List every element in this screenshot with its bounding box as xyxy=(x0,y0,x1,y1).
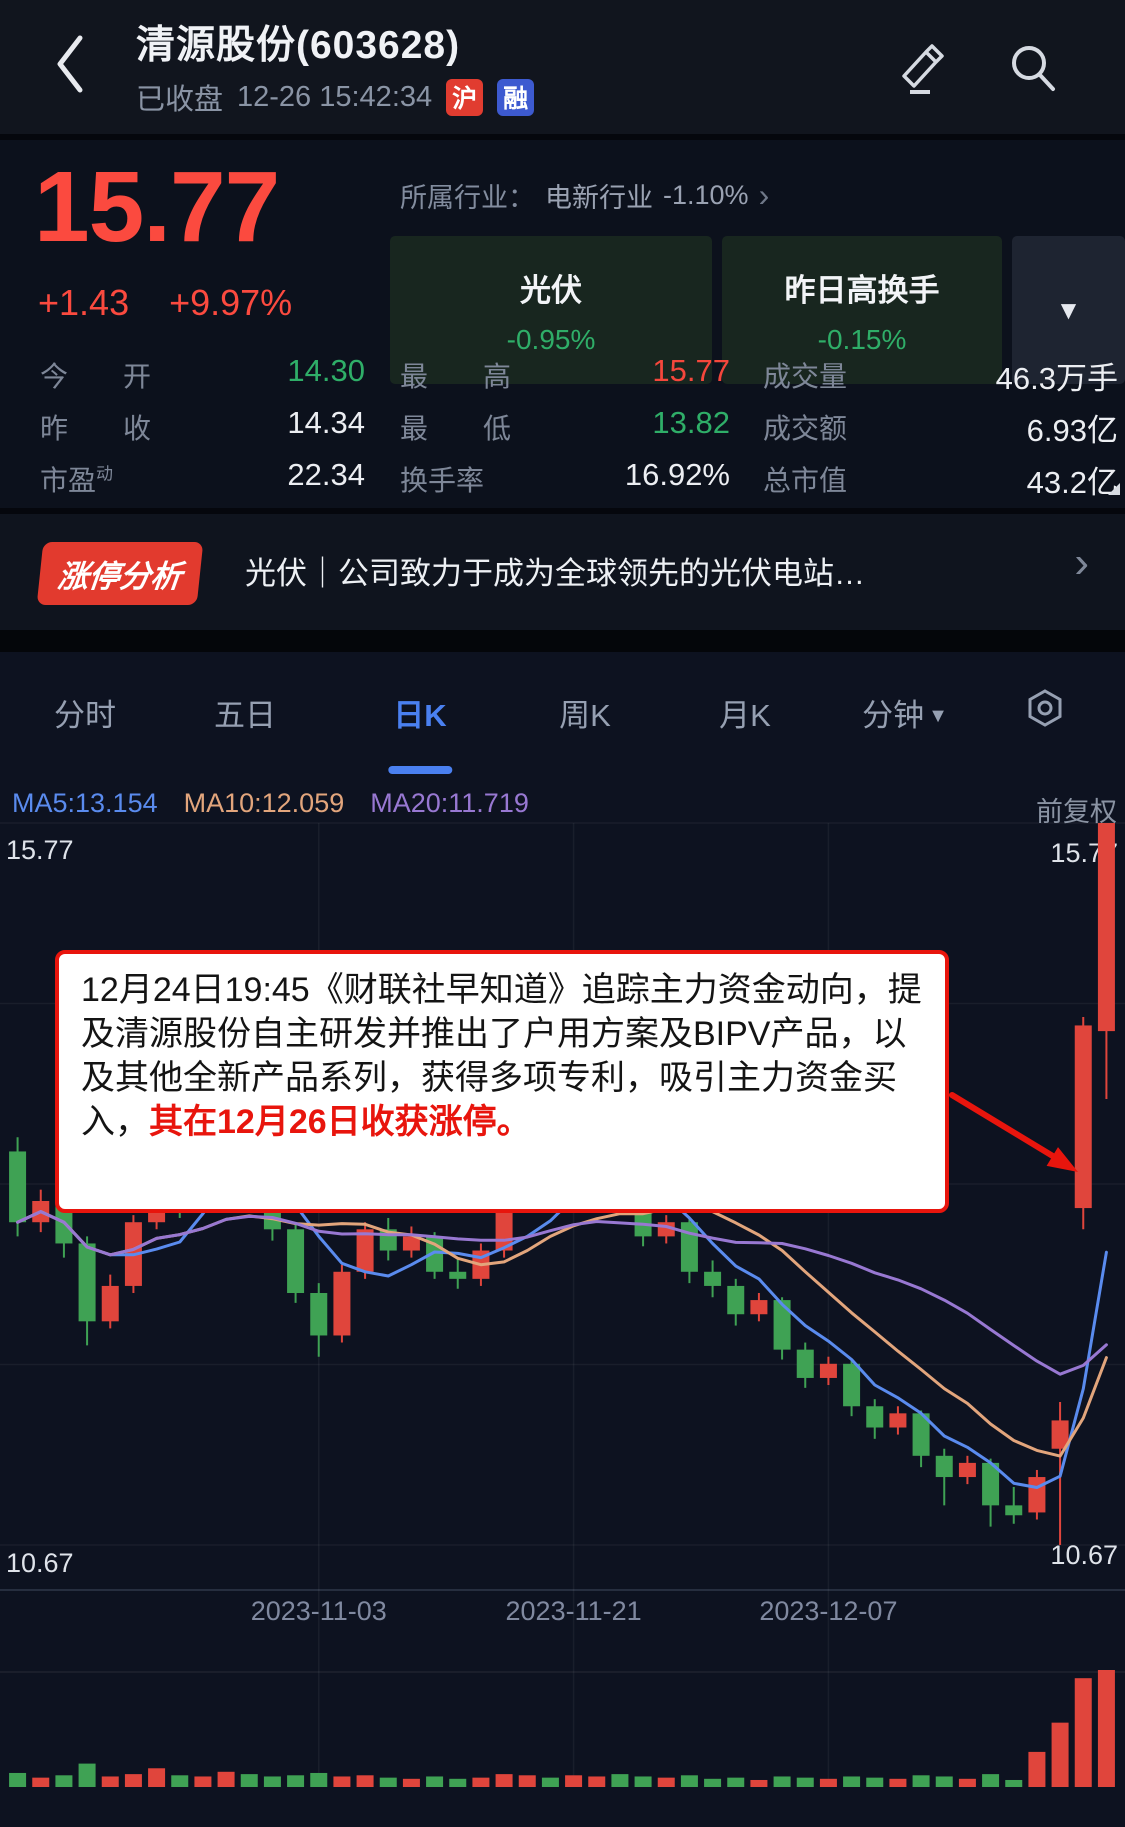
stat-turnover-rate: 换手率 16.92% xyxy=(400,457,730,496)
caret-down-icon: ▼ xyxy=(928,705,948,727)
last-price: 15.77 xyxy=(34,151,280,263)
stat-market-cap: 总市值 43.2亿 xyxy=(763,465,1118,500)
stat-volume: 成交量 46.3万手 xyxy=(763,361,1118,396)
y-label-min-right: 10.67 xyxy=(1050,1540,1118,1570)
ma10-value: MA10:12.059 xyxy=(183,788,345,818)
stat-open: 今开 14.30 xyxy=(40,353,365,392)
tag-name: 昨日高换手 xyxy=(784,272,940,308)
exchange-badge-sh: 沪 xyxy=(446,78,484,116)
price-change-pct: +9.97% xyxy=(169,282,293,323)
industry-change: -1.10% xyxy=(663,180,749,210)
market-status: 已收盘 xyxy=(136,84,224,116)
tab-minute[interactable]: 分时 xyxy=(54,698,116,733)
ma5-value: MA5:13.154 xyxy=(12,788,158,818)
stat-high: 最高 15.77 xyxy=(400,353,730,392)
stat-low: 最低 13.82 xyxy=(400,405,730,444)
chevron-right-icon: › xyxy=(1074,538,1089,587)
ma-legend: MA5:13.154 MA10:12.059 MA20:11.719 xyxy=(12,788,529,819)
annotation-text: 12月24日19:45《财联社早知道》追踪主力资金动向，提及清源股份自主研发并推… xyxy=(81,971,922,1141)
tag-change: -0.95% xyxy=(506,323,596,355)
caret-down-icon: ▼ xyxy=(1055,294,1082,325)
tab-weekly-k[interactable]: 周K xyxy=(559,698,611,733)
expand-tags-button[interactable]: ▼ xyxy=(1012,236,1125,384)
edit-pencil-icon[interactable] xyxy=(896,42,944,94)
quote-section: 15.77 +1.43 +9.97% 所属行业： 电新行业 -1.10% › 光… xyxy=(0,140,1125,508)
y-label-min-left: 10.67 xyxy=(6,1548,74,1578)
news-annotation-box: 12月24日19:45《财联社早知道》追踪主力资金动向，提及清源股份自主研发并推… xyxy=(55,950,949,1213)
stat-amount: 成交额 6.93亿 xyxy=(763,413,1118,448)
tag-change: -0.15% xyxy=(817,323,907,355)
page-title: 清源股份(603628) xyxy=(136,24,461,67)
ma20-value: MA20:11.719 xyxy=(370,788,529,818)
price-change-row: +1.43 +9.97% xyxy=(38,282,292,324)
divider xyxy=(0,134,1125,140)
tab-minutes-dropdown[interactable]: 分钟 ▼ xyxy=(862,698,948,733)
svg-text:2023-11-03: 2023-11-03 xyxy=(251,1596,387,1626)
expand-stats-triangle[interactable] xyxy=(1108,483,1120,495)
chevron-right-icon: › xyxy=(758,177,770,213)
divider xyxy=(0,630,1125,652)
stat-pe: 市盈动 22.34 xyxy=(40,457,365,496)
divider xyxy=(0,508,1125,514)
tag-name: 光伏 xyxy=(520,272,582,308)
svg-text:2023-11-21: 2023-11-21 xyxy=(506,1596,642,1626)
banner-text: 光伏｜公司致力于成为全球领先的光伏电站… xyxy=(245,556,865,591)
margin-badge: 融 xyxy=(497,78,535,116)
annotation-highlight: 其在12月26日收获涨停。 xyxy=(149,1103,531,1141)
industry-label: 所属行业： xyxy=(400,183,535,213)
svg-text:2023-12-07: 2023-12-07 xyxy=(759,1596,897,1626)
app-header: 清源股份(603628) 已收盘 12-26 15:42:34 沪 融 xyxy=(0,0,1125,134)
limit-analysis-banner[interactable]: 涨停分析 光伏｜公司致力于成为全球领先的光伏电站… › xyxy=(0,514,1125,630)
industry-name: 电新行业 xyxy=(545,183,653,213)
adjustment-mode-label[interactable]: 前复权 xyxy=(1036,797,1117,827)
quote-time: 12-26 15:42:34 xyxy=(237,80,433,113)
tab-monthly-k[interactable]: 月K xyxy=(719,698,771,733)
stat-prev-close: 昨收 14.34 xyxy=(40,405,365,444)
industry-row[interactable]: 所属行业： 电新行业 -1.10% › xyxy=(400,176,769,215)
y-label-max-left: 15.77 xyxy=(6,835,74,865)
status-line: 已收盘 12-26 15:42:34 沪 融 xyxy=(136,78,535,116)
concept-tag-pv[interactable]: 光伏 -0.95% xyxy=(390,236,712,384)
chart-settings-gear-icon[interactable] xyxy=(1026,688,1064,728)
tab-daily-k[interactable]: 日K xyxy=(393,690,446,735)
price-change: +1.43 xyxy=(38,282,130,323)
back-button[interactable] xyxy=(52,32,86,96)
tab-5day[interactable]: 五日 xyxy=(214,698,276,733)
concept-tag-turnover[interactable]: 昨日高换手 -0.15% xyxy=(722,236,1002,384)
search-icon[interactable] xyxy=(1008,42,1058,94)
